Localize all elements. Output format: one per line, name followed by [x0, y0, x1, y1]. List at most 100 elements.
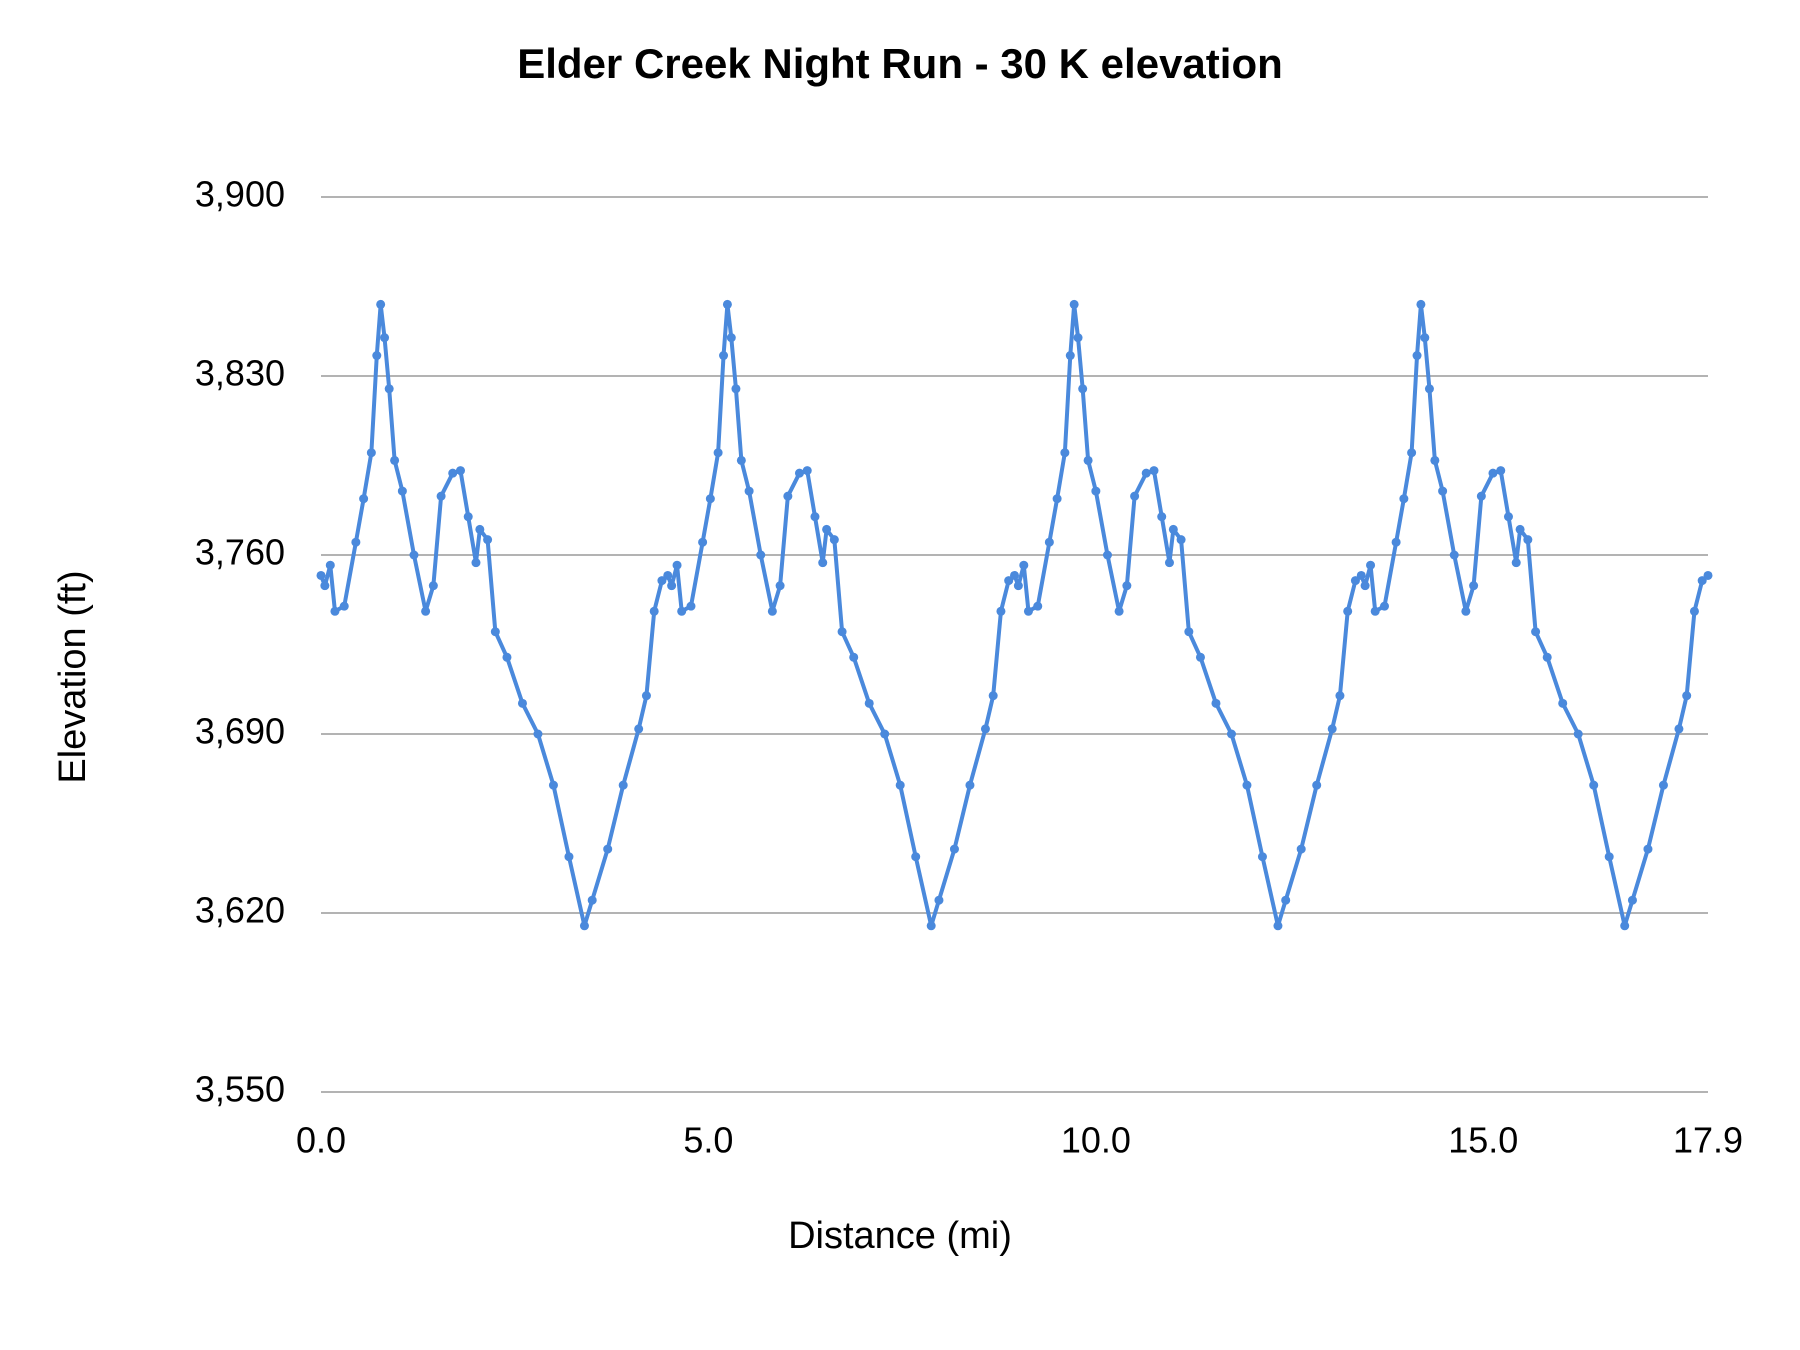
- point: [926, 921, 936, 931]
- point: [1335, 691, 1345, 701]
- point: [1438, 486, 1448, 496]
- point: [366, 448, 376, 458]
- point: [1412, 351, 1422, 361]
- point: [1023, 606, 1033, 616]
- x-axis-title: Distance (mi): [788, 1215, 1012, 1257]
- point: [1242, 780, 1252, 790]
- y-tick-label: 3,760: [195, 532, 285, 573]
- point: [351, 537, 361, 547]
- point: [731, 384, 741, 394]
- point: [1620, 921, 1630, 931]
- point: [409, 550, 419, 560]
- point: [698, 537, 708, 547]
- point: [475, 524, 485, 534]
- point: [657, 576, 667, 586]
- point: [1658, 780, 1668, 790]
- point: [1461, 606, 1471, 616]
- point: [1703, 570, 1713, 580]
- point: [726, 333, 736, 343]
- point: [1157, 512, 1167, 522]
- point: [1469, 581, 1479, 591]
- point: [1424, 384, 1434, 394]
- point: [397, 486, 407, 496]
- point: [1149, 466, 1159, 476]
- point: [1296, 844, 1306, 854]
- point: [359, 494, 369, 504]
- point: [996, 606, 1006, 616]
- point: [818, 558, 828, 568]
- point: [448, 468, 458, 478]
- x-tick-label: 17.9: [1673, 1120, 1743, 1161]
- point: [880, 729, 890, 739]
- point: [1114, 606, 1124, 616]
- point: [677, 606, 687, 616]
- point: [1195, 652, 1205, 662]
- point: [719, 351, 729, 361]
- point: [1078, 384, 1088, 394]
- point: [1327, 724, 1337, 734]
- point: [672, 560, 682, 570]
- point: [1257, 852, 1267, 862]
- chart-title: Elder Creek Night Run - 30 K elevation: [517, 40, 1283, 87]
- point: [533, 729, 543, 739]
- point: [339, 601, 349, 611]
- point: [1697, 576, 1707, 586]
- point: [1073, 333, 1083, 343]
- point: [641, 691, 651, 701]
- point: [634, 724, 644, 734]
- point: [1176, 535, 1186, 545]
- point: [837, 627, 847, 637]
- point: [756, 550, 766, 560]
- point: [1019, 560, 1029, 570]
- x-tick-label: 10.0: [1061, 1120, 1131, 1161]
- y-tick-label: 3,550: [195, 1069, 285, 1110]
- point: [1689, 606, 1699, 616]
- point: [618, 780, 628, 790]
- point: [1430, 455, 1440, 465]
- point: [1350, 576, 1360, 586]
- point: [1211, 698, 1221, 708]
- point: [490, 627, 500, 637]
- point: [802, 466, 812, 476]
- point: [1141, 468, 1151, 478]
- x-tick-label: 15.0: [1448, 1120, 1518, 1161]
- point: [705, 494, 715, 504]
- point: [895, 780, 905, 790]
- point: [1391, 537, 1401, 547]
- point: [911, 852, 921, 862]
- point: [1273, 921, 1283, 931]
- y-tick-label: 3,620: [195, 890, 285, 931]
- point: [1488, 468, 1498, 478]
- point: [1083, 455, 1093, 465]
- point: [1226, 729, 1236, 739]
- point: [667, 581, 677, 591]
- point: [965, 780, 975, 790]
- point: [736, 455, 746, 465]
- point: [1496, 466, 1506, 476]
- point: [390, 455, 400, 465]
- point: [1449, 550, 1459, 560]
- point: [1674, 724, 1684, 734]
- point: [1589, 780, 1599, 790]
- point: [783, 491, 793, 501]
- point: [316, 570, 326, 580]
- point: [1399, 494, 1409, 504]
- point: [1407, 448, 1417, 458]
- point: [1420, 333, 1430, 343]
- point: [1573, 729, 1583, 739]
- point: [1168, 524, 1178, 534]
- point: [471, 558, 481, 568]
- point: [767, 606, 777, 616]
- point: [822, 524, 832, 534]
- point: [502, 652, 512, 662]
- point: [744, 486, 754, 496]
- point: [1044, 537, 1054, 547]
- point: [548, 780, 558, 790]
- point: [1130, 491, 1140, 501]
- point: [1184, 627, 1194, 637]
- point: [1416, 299, 1426, 309]
- point: [713, 448, 723, 458]
- point: [988, 691, 998, 701]
- point: [1060, 448, 1070, 458]
